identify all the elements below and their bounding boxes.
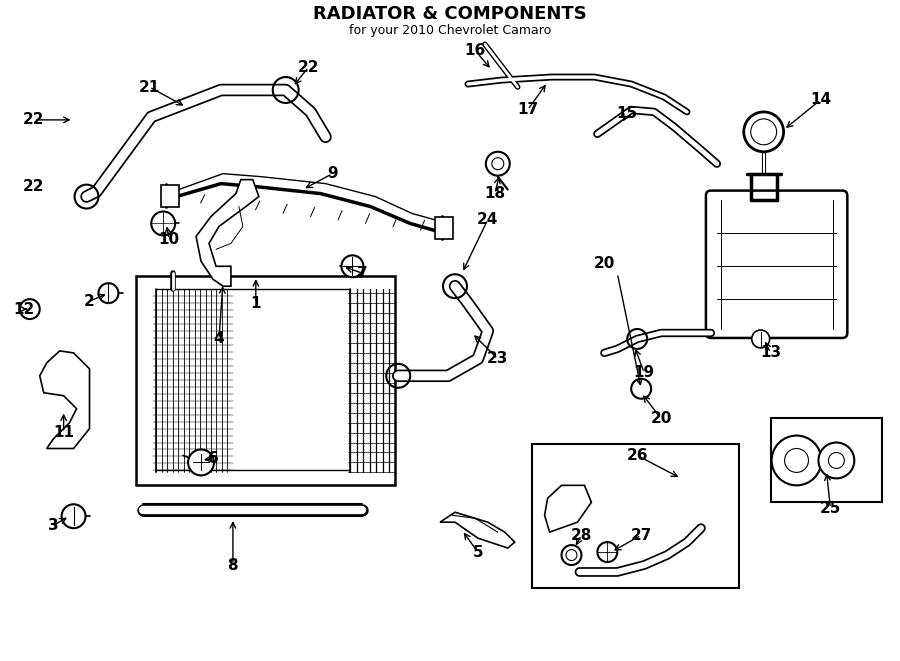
Circle shape [752, 330, 770, 348]
Polygon shape [196, 180, 259, 286]
Bar [161, 184, 179, 206]
Text: 12: 12 [14, 301, 34, 317]
Circle shape [341, 255, 364, 277]
Text: 13: 13 [760, 346, 781, 360]
Circle shape [785, 449, 808, 473]
Text: 19: 19 [634, 366, 654, 380]
Circle shape [566, 549, 577, 561]
Text: 22: 22 [298, 59, 320, 75]
Text: 22: 22 [23, 112, 44, 128]
Text: 3: 3 [49, 518, 59, 533]
Text: 15: 15 [616, 106, 638, 122]
Text: 4: 4 [213, 331, 224, 346]
Bar [435, 217, 453, 239]
Circle shape [598, 542, 617, 562]
Circle shape [151, 212, 176, 235]
Text: 20: 20 [651, 411, 671, 426]
Circle shape [188, 449, 214, 475]
Bar [136, 276, 395, 485]
Circle shape [562, 545, 581, 565]
Text: 5: 5 [472, 545, 483, 560]
Text: 11: 11 [53, 425, 74, 440]
Circle shape [771, 436, 822, 485]
Text: 25: 25 [820, 501, 842, 516]
Polygon shape [40, 351, 89, 449]
Text: 7: 7 [357, 266, 368, 281]
Text: 26: 26 [626, 448, 648, 463]
Text: 28: 28 [571, 527, 592, 543]
Circle shape [818, 442, 854, 479]
Text: for your 2010 Chevrolet Camaro: for your 2010 Chevrolet Camaro [349, 24, 551, 37]
Text: 24: 24 [477, 212, 499, 227]
Circle shape [743, 112, 784, 152]
Text: 16: 16 [464, 43, 485, 58]
Bar [532, 444, 739, 588]
Text: 21: 21 [139, 79, 160, 95]
Text: 17: 17 [518, 102, 538, 118]
Text: 23: 23 [487, 352, 508, 366]
Text: 22: 22 [23, 179, 44, 194]
Text: 10: 10 [158, 232, 180, 247]
Circle shape [98, 283, 119, 303]
Text: 2: 2 [84, 293, 94, 309]
Polygon shape [544, 485, 591, 532]
Circle shape [61, 504, 86, 528]
Text: 9: 9 [328, 166, 338, 181]
Text: 6: 6 [208, 451, 219, 466]
Circle shape [751, 119, 777, 145]
Text: 1: 1 [250, 295, 261, 311]
Text: 18: 18 [484, 186, 506, 201]
Text: 8: 8 [228, 557, 238, 572]
Text: RADIATOR & COMPONENTS: RADIATOR & COMPONENTS [313, 5, 587, 23]
FancyBboxPatch shape [706, 190, 847, 338]
Text: 20: 20 [594, 256, 615, 271]
Circle shape [486, 152, 509, 176]
Bar [770, 418, 882, 502]
Circle shape [20, 299, 40, 319]
Circle shape [491, 158, 504, 170]
Text: 27: 27 [631, 527, 652, 543]
Text: 14: 14 [810, 93, 831, 108]
Circle shape [828, 453, 844, 469]
Polygon shape [440, 512, 515, 548]
